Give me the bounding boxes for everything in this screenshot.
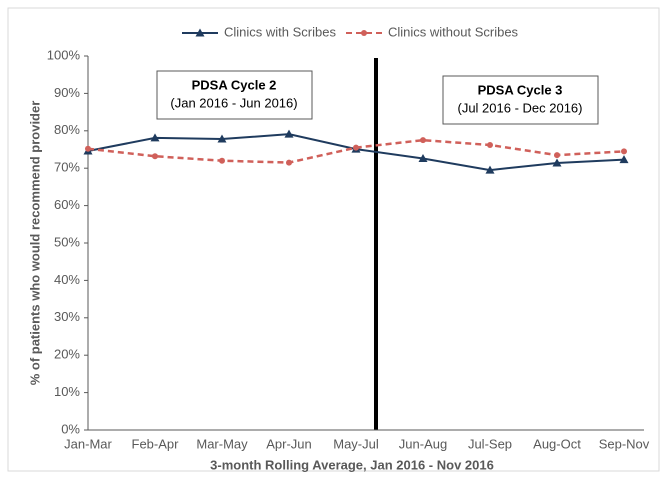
point	[286, 159, 292, 166]
x-tick-label: Jan-Mar	[64, 436, 112, 451]
y-tick-label: 100%	[47, 47, 81, 62]
point	[195, 28, 205, 37]
y-tick-label: 10%	[54, 384, 80, 399]
x-tick-label: Feb-Apr	[132, 436, 180, 451]
legend-label: Clinics without Scribes	[388, 24, 519, 39]
y-tick-label: 70%	[54, 160, 80, 175]
point	[485, 165, 495, 174]
point	[420, 137, 426, 144]
y-tick-label: 80%	[54, 122, 80, 137]
point	[361, 30, 367, 36]
point	[152, 153, 158, 160]
x-axis-title: 3-month Rolling Average, Jan 2016 - Nov …	[210, 457, 494, 472]
point	[219, 157, 225, 164]
point	[217, 134, 227, 143]
x-tick-label: Mar-May	[196, 436, 248, 451]
point	[284, 129, 294, 138]
y-axis-title: % of patients who would recommend provid…	[27, 101, 42, 386]
y-tick-label: 30%	[54, 309, 80, 324]
point	[619, 155, 629, 164]
annotation-text: (Jan 2016 - Jun 2016)	[170, 95, 297, 110]
legend-label: Clinics with Scribes	[224, 24, 336, 39]
point	[621, 148, 627, 155]
point	[85, 145, 91, 152]
point	[487, 142, 493, 149]
y-tick-label: 90%	[54, 85, 80, 100]
y-tick-label: 60%	[54, 197, 80, 212]
point	[554, 152, 560, 159]
point	[552, 158, 562, 167]
x-tick-label: Jun-Aug	[399, 436, 447, 451]
y-tick-label: 50%	[54, 234, 80, 249]
x-tick-label: Aug-Oct	[533, 436, 581, 451]
y-tick-label: 0%	[61, 421, 80, 436]
point	[353, 144, 359, 151]
x-tick-label: May-Jul	[333, 436, 379, 451]
y-tick-label: 40%	[54, 272, 80, 287]
annotation-box	[442, 75, 599, 125]
annotation-box	[156, 70, 313, 120]
x-tick-label: Apr-Jun	[266, 436, 312, 451]
x-tick-label: Sep-Nov	[599, 436, 650, 451]
point	[418, 153, 428, 162]
annotation-title: PDSA Cycle 2	[192, 77, 277, 92]
y-tick-label: 20%	[54, 347, 80, 362]
x-tick-label: Jul-Sep	[468, 436, 512, 451]
annotation-title: PDSA Cycle 3	[478, 82, 563, 97]
point	[150, 133, 160, 142]
annotation-text: (Jul 2016 - Dec 2016)	[457, 100, 582, 115]
